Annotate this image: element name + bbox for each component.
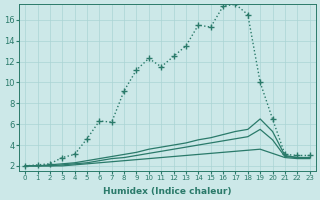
X-axis label: Humidex (Indice chaleur): Humidex (Indice chaleur) xyxy=(103,187,232,196)
